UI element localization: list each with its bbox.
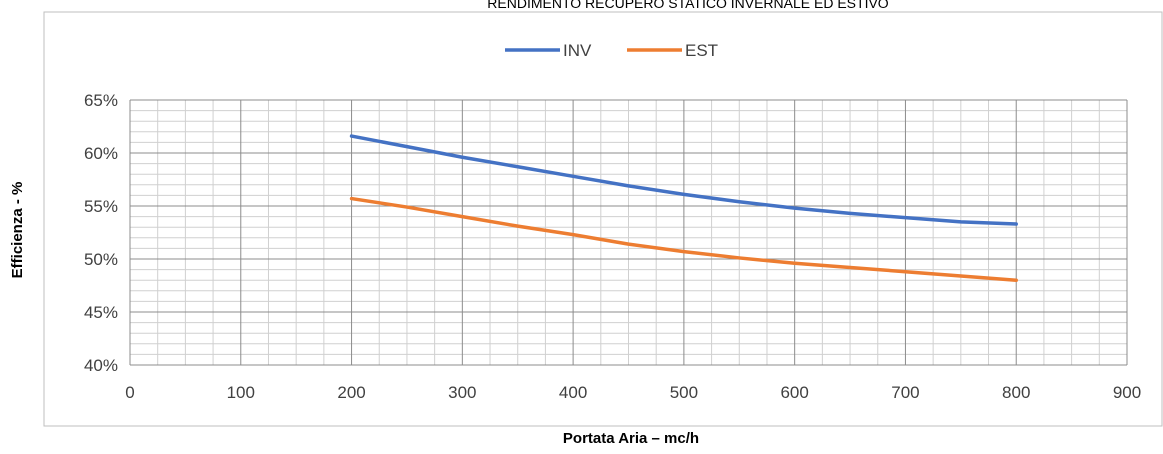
x-axis-label: Portata Aria – mc/h (563, 430, 699, 447)
x-tick-label: 100 (227, 383, 255, 402)
y-tick-label: 60% (84, 144, 118, 163)
x-tick-label: 600 (780, 383, 808, 402)
series-line-est (349, 196, 1018, 282)
axes: 0 100 200 300 400 500 600 700 800 900 40% 45% 50% 55%… (84, 91, 1141, 402)
chart-title: RENDIMENTO RECUPERO STATICO INVERNALE ED… (487, 0, 889, 11)
legend-label-est: EST (685, 41, 718, 60)
x-tick-label: 500 (670, 383, 698, 402)
chart-area-border (43, 11, 1163, 427)
x-tick-label: 200 (337, 383, 365, 402)
x-tick-label: 900 (1113, 383, 1141, 402)
legend: INV EST (505, 41, 718, 60)
y-tick-label: 55% (84, 197, 118, 216)
grid (129, 99, 1128, 366)
series-line-inv (349, 134, 1018, 226)
y-tick-label: 40% (84, 356, 118, 375)
x-tick-label: 0 (125, 383, 134, 402)
series (349, 134, 1018, 282)
x-tick-label: 800 (1002, 383, 1030, 402)
x-tick-label: 400 (559, 383, 587, 402)
x-tick-label: 700 (891, 383, 919, 402)
x-tick-label: 300 (448, 383, 476, 402)
y-tick-label: 45% (84, 303, 118, 322)
y-tick-label: 50% (84, 250, 118, 269)
y-axis-label: Efficienza - % (9, 182, 26, 279)
y-tick-label: 65% (84, 91, 118, 110)
legend-label-inv: INV (563, 41, 592, 60)
